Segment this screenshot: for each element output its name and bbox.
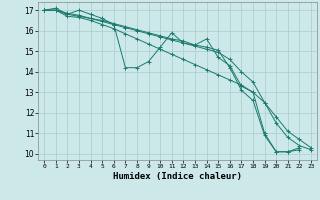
X-axis label: Humidex (Indice chaleur): Humidex (Indice chaleur) <box>113 172 242 181</box>
